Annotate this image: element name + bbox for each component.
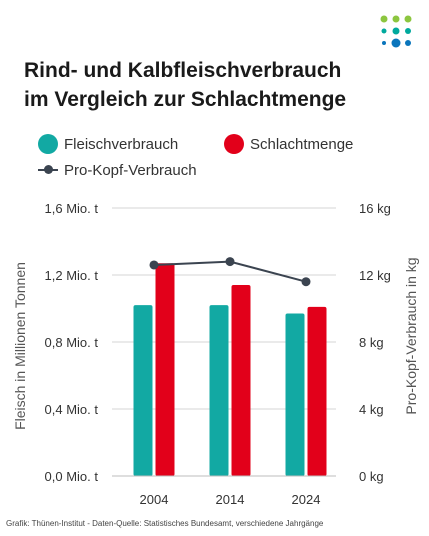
chart-title: Rind- und Kalbfleischverbrauch im Vergle… [24,56,404,114]
legend-swatch-fleischverbrauch [38,134,58,154]
legend-label-schlachtmenge: Schlachtmenge [250,135,354,153]
legend-swatch-pro-kopf [38,160,58,180]
x-tick-label-2014: 2014 [216,492,245,507]
y2-tick-label: 8 kg [359,335,384,350]
logo-dot-3 [381,28,387,34]
logo-dot-0 [380,15,388,23]
x-tick-label-2004: 2004 [140,492,169,507]
bar-schlachtmenge-2004 [155,263,175,476]
logo-dot-1 [392,15,400,23]
logo-dot-6 [382,41,386,45]
legend-label-pro-kopf: Pro-Kopf-Verbrauch [64,161,197,179]
point-pro-kopf-2014 [225,257,235,267]
legend: Fleischverbrauch Schlachtmenge Pro-Kopf-… [38,134,408,184]
logo-dot-4 [392,27,400,35]
y-tick-label: 0,0 Mio. t [45,469,99,484]
y-tick-label: 1,6 Mio. t [45,201,99,216]
y-tick-label: 1,2 Mio. t [45,268,99,283]
logo-dot-5 [405,28,411,34]
y2-tick-label: 0 kg [359,469,384,484]
logo-dot-7 [391,38,401,48]
bar-schlachtmenge-2014 [231,285,251,476]
title-line-1: Rind- und Kalbfleischverbrauch [24,59,342,82]
y2-tick-label: 12 kg [359,268,391,283]
source-footer: Grafik: Thünen-Institut - Daten-Quelle: … [6,519,324,528]
legend-swatch-schlachtmenge [224,134,244,154]
bar-fleischverbrauch-2014 [209,305,229,476]
title-line-2: im Vergleich zur Schlachtmenge [24,88,347,111]
y2-tick-label: 16 kg [359,201,391,216]
bar-schlachtmenge-2024 [307,306,327,476]
y-tick-label: 0,4 Mio. t [45,402,99,417]
bar-fleischverbrauch-2024 [285,313,305,476]
legend-item-fleischverbrauch: Fleischverbrauch [38,134,178,154]
legend-label-fleischverbrauch: Fleischverbrauch [64,135,179,153]
logo-dot-8 [405,40,411,46]
bar-fleischverbrauch-2004 [133,305,153,476]
point-pro-kopf-2004 [149,260,159,270]
y-tick-label: 0,8 Mio. t [45,335,99,350]
y-axis-title: Fleisch in Millionen Tonnen [12,262,28,430]
point-pro-kopf-2024 [301,277,311,287]
thuenen-logo-icon [380,15,412,48]
y2-tick-label: 4 kg [359,402,384,417]
logo-dot-2 [404,15,412,23]
legend-item-schlachtmenge: Schlachtmenge [224,134,353,154]
legend-item-pro-kopf: Pro-Kopf-Verbrauch [38,160,197,180]
x-tick-label-2024: 2024 [292,492,321,507]
y2-axis-title: Pro-Kopf-Verbrauch in kg [403,257,419,414]
